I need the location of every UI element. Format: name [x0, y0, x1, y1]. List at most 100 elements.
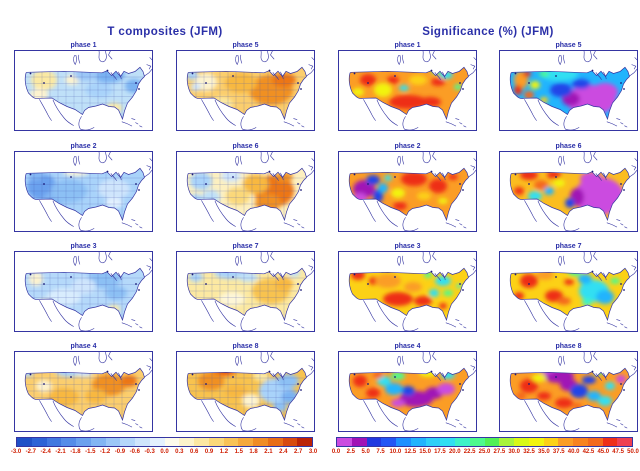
station-dot	[191, 373, 194, 376]
coastline-decoration	[144, 258, 153, 278]
coastline-decoration	[121, 118, 143, 128]
station-dot	[232, 276, 234, 278]
colorbar-tick-temperature: -1.2	[99, 449, 111, 455]
colorbar-segment	[61, 438, 76, 446]
station-dot	[268, 270, 271, 273]
coastline-decoration	[240, 317, 257, 332]
panel-phase-label: phase 6	[555, 143, 582, 150]
coastline-decoration	[363, 200, 376, 222]
coastline-decoration	[524, 300, 537, 322]
station-dot	[528, 82, 530, 84]
station-dot	[353, 373, 356, 376]
anomaly-field	[510, 67, 630, 119]
panel-phase-label: phase 4	[394, 343, 421, 350]
station-dot	[268, 370, 271, 373]
coastline-decoration	[563, 217, 580, 232]
coastline-decoration	[73, 54, 81, 66]
coastline-decoration	[563, 116, 580, 131]
panel-phase-label: phase 7	[555, 243, 582, 250]
map-svg-significance-phase-7	[499, 251, 638, 332]
colorbar-segment	[484, 438, 500, 446]
station-dot	[300, 88, 302, 90]
coastline-decoration	[422, 251, 437, 264]
coastline-decoration	[468, 158, 477, 178]
coastline-decoration	[468, 258, 477, 278]
map-panel-significance-phase-3: phase 3	[338, 242, 477, 332]
station-dot	[623, 88, 625, 90]
coastline-decoration	[397, 54, 405, 66]
colorbar-segment	[120, 438, 135, 446]
station-dot	[191, 72, 194, 75]
us-outline	[24, 267, 145, 322]
panel-phase-label: phase 2	[70, 143, 97, 150]
coastline-decoration	[629, 57, 638, 77]
colorbar-segment	[410, 438, 426, 446]
anomaly-field	[510, 268, 630, 320]
coastline-decoration	[283, 219, 305, 229]
colorbar-segment	[223, 438, 239, 446]
coastline-decoration	[110, 71, 122, 80]
map-panel-significance-phase-5: phase 5	[499, 41, 638, 131]
colorbar-segment	[587, 438, 603, 446]
colorbar-tick-temperature: -2.7	[25, 449, 37, 455]
station-dot	[591, 370, 594, 373]
anomaly-field	[349, 67, 469, 119]
coastline-decoration	[260, 251, 275, 264]
map-svg-composites-phase-7	[176, 251, 315, 332]
colorbar-tick-temperature: 0.9	[204, 449, 214, 455]
coastline-decoration	[78, 116, 95, 131]
coastline-decoration	[434, 372, 446, 381]
coastline-decoration	[583, 251, 598, 264]
station-dot	[232, 376, 234, 378]
map-panel-composites-phase-2: phase 2	[14, 142, 153, 232]
coastline-decoration	[445, 319, 467, 329]
station-dot	[528, 183, 530, 185]
colorbar-tick-temperature: 2.7	[293, 449, 303, 455]
panel-phase-label: phase 6	[232, 143, 259, 150]
colorbar-segment	[425, 438, 441, 446]
map-svg-composites-phase-4	[14, 351, 153, 432]
colorbar-segment	[105, 438, 121, 446]
coastline-decoration	[201, 200, 214, 222]
coastline-decoration	[144, 358, 153, 378]
station-dot	[300, 189, 302, 191]
station-dot	[43, 283, 45, 285]
map-panel-composites-phase-6: phase 6	[176, 142, 315, 232]
colorbar-tick-significance: 32.5	[523, 449, 535, 455]
coastline-decoration	[214, 300, 236, 327]
coastline-decoration	[98, 351, 113, 364]
colorbar-tick-significance: 12.5	[404, 449, 417, 455]
coastline-decoration	[39, 200, 52, 222]
coastline-decoration	[595, 172, 607, 181]
map-panel-significance-phase-6: phase 6	[499, 142, 638, 232]
us-outline	[509, 267, 630, 322]
map-panel-composites-phase-3: phase 3	[14, 242, 153, 332]
colorbar-tick-temperature: 0.3	[175, 449, 184, 455]
colorbar-segment	[514, 438, 529, 446]
colorbar-tick-temperature: 0.0	[160, 449, 169, 455]
colorbar-tick-temperature: -2.4	[40, 449, 51, 455]
station-dot	[462, 389, 464, 391]
colorbar-segment	[179, 438, 194, 446]
map-panel-composites-phase-7: phase 7	[176, 242, 315, 332]
station-dot	[514, 373, 517, 376]
colorbar-tick-temperature: 3.0	[308, 449, 318, 455]
colorbar-tick-temperature: -0.9	[114, 449, 126, 455]
station-dot	[394, 376, 396, 378]
station-dot	[555, 75, 557, 77]
coastline-decoration	[121, 319, 143, 329]
station-dot	[462, 189, 464, 191]
colorbar-segment	[337, 438, 352, 446]
colorbar-tick-significance: 50.0	[627, 449, 639, 455]
colorbar-tick-significance: 25.0	[478, 449, 491, 455]
colorbar-segment	[499, 438, 514, 446]
colorbar-tick-significance: 45.0	[597, 449, 610, 455]
station-dot	[135, 383, 137, 385]
station-dot	[430, 270, 433, 273]
coastline-decoration	[606, 419, 628, 429]
coastline-decoration	[606, 118, 628, 128]
coastline-decoration	[52, 200, 74, 227]
coastline-decoration	[235, 255, 243, 267]
us-outline	[348, 66, 469, 121]
coastline-decoration	[583, 151, 598, 164]
